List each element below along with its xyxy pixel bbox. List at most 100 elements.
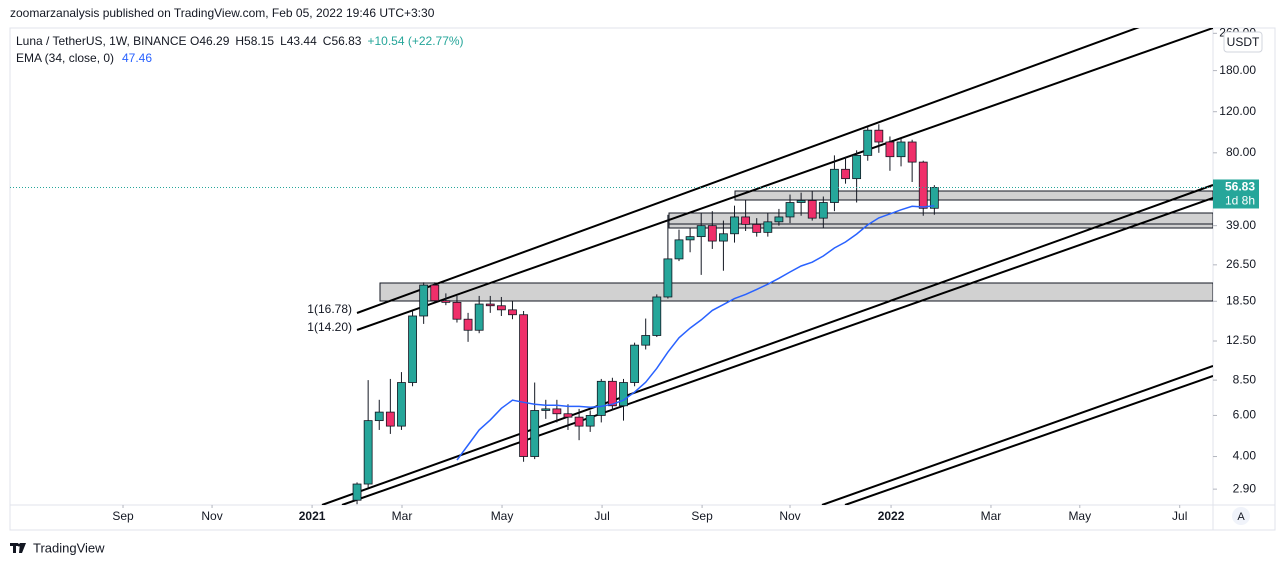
x-tick-label: Jul	[594, 509, 609, 523]
support-zone	[379, 282, 1213, 302]
candle-body	[352, 483, 362, 501]
candle-body	[752, 223, 762, 233]
channel-line	[821, 365, 1213, 505]
candle-body	[530, 410, 540, 457]
candle-body	[474, 303, 484, 331]
candle-body	[707, 225, 717, 242]
channel-line	[356, 28, 1213, 331]
candle-body	[741, 216, 751, 225]
y-tick-label: 18.50	[1226, 293, 1256, 307]
resistance-zone	[734, 190, 1213, 201]
candle-body	[607, 380, 617, 407]
candle-body	[552, 408, 562, 415]
x-tick-label: Nov	[201, 509, 222, 523]
candle-body	[563, 413, 573, 418]
ohlc-value: L43.44	[280, 34, 317, 48]
ohlc-value: C56.83	[323, 34, 362, 48]
annotation: 1(14.20)	[307, 320, 352, 334]
currency-label[interactable]: USDT	[1227, 35, 1260, 49]
candle-body	[508, 309, 517, 316]
channel-line	[356, 28, 1140, 314]
candle-body	[441, 300, 451, 303]
time-axis: Sep Nov 2021 Mar May Jul Sep Nov 2022 Mar May Jul	[112, 505, 1187, 523]
y-tick-label: 80.00	[1226, 145, 1256, 159]
candle-body	[519, 314, 528, 457]
candle-body	[463, 318, 473, 331]
candle-body	[652, 296, 662, 336]
candle-body	[830, 168, 839, 203]
brand: TradingView	[33, 540, 105, 555]
ema-legend: EMA (34, close, 0)	[16, 51, 114, 65]
countdown: 1d 8h	[1225, 194, 1255, 208]
candle-body	[796, 200, 806, 203]
annotation: 1(16.78)	[307, 302, 352, 316]
ema-line	[456, 205, 935, 461]
ohlc-legend: O46.29 H58.15 L43.44 C56.83 +10.54 (+22.77%)	[190, 34, 464, 48]
x-tick-label: May	[1068, 509, 1091, 523]
candle-body	[696, 225, 706, 238]
candle-body	[918, 161, 928, 209]
auto-scale-button[interactable]	[1232, 507, 1250, 525]
y-tick-label: 8.50	[1233, 372, 1257, 386]
y-tick-label: 120.00	[1219, 104, 1256, 118]
y-tick-label: 6.00	[1233, 408, 1257, 422]
candle-body	[397, 382, 406, 427]
channel-line	[341, 197, 1213, 505]
brand-logo	[10, 543, 26, 553]
y-tick-label: 39.00	[1226, 218, 1256, 232]
candle-body	[596, 380, 606, 416]
chart-frame	[9, 27, 1276, 531]
ema-value: 47.46	[122, 51, 152, 65]
y-tick-label: 2.90	[1233, 481, 1257, 495]
y-tick-label: 4.00	[1233, 449, 1257, 463]
candle-body	[408, 315, 417, 383]
channel-line	[321, 184, 1213, 505]
y-tick-label: 12.50	[1226, 333, 1256, 347]
x-tick-label: 2022	[878, 509, 905, 523]
candle-body	[785, 202, 795, 218]
candle-body	[641, 335, 651, 346]
candle-body	[452, 301, 462, 320]
candle-body	[419, 284, 429, 317]
candle-body	[630, 344, 639, 383]
candle-body	[763, 221, 773, 233]
candle-body	[907, 141, 917, 163]
candle-body	[574, 416, 584, 427]
x-tick-label: Sep	[691, 509, 713, 523]
candle-body	[363, 420, 373, 485]
plot-area	[321, 28, 1213, 505]
x-tick-label: Jul	[1172, 509, 1187, 523]
candle-body	[385, 411, 395, 427]
x-tick-label: Mar	[981, 509, 1002, 523]
published-note: zoomarzanalysis published on TradingView…	[10, 6, 435, 20]
candle-body	[874, 129, 884, 143]
ohlc-value: H58.15	[235, 34, 274, 48]
auto-scale-label[interactable]: A	[1237, 511, 1245, 523]
candle-body	[818, 202, 828, 219]
candle-body	[685, 236, 695, 241]
candle-body	[374, 411, 384, 422]
x-tick-label: May	[491, 509, 514, 523]
x-tick-label: Mar	[392, 509, 413, 523]
candle-body	[841, 168, 850, 180]
channel-line	[844, 375, 1213, 505]
candle-body	[674, 239, 684, 260]
ohlc-value: O46.29	[190, 34, 230, 48]
candle-body	[496, 305, 506, 311]
candle-body	[585, 415, 595, 427]
price-axis: 2.90 4.00 6.00 8.50 12.50 18.50 26.50 39.00 80.0…	[1213, 25, 1256, 495]
x-tick-label: Nov	[779, 509, 800, 523]
symbol: Luna / TetherUS, 1W, BINANCE	[16, 34, 187, 48]
candle-body	[430, 284, 440, 302]
candle-body	[485, 303, 495, 307]
currency-button[interactable]	[1223, 31, 1263, 53]
last-price-box	[1213, 179, 1259, 209]
candle-body	[929, 187, 939, 209]
candle-body	[863, 129, 873, 156]
candle-body	[619, 382, 628, 407]
y-tick-label: 26.50	[1226, 257, 1256, 271]
change-value: +10.54 (+22.77%)	[367, 34, 463, 48]
candle-body	[663, 258, 673, 298]
